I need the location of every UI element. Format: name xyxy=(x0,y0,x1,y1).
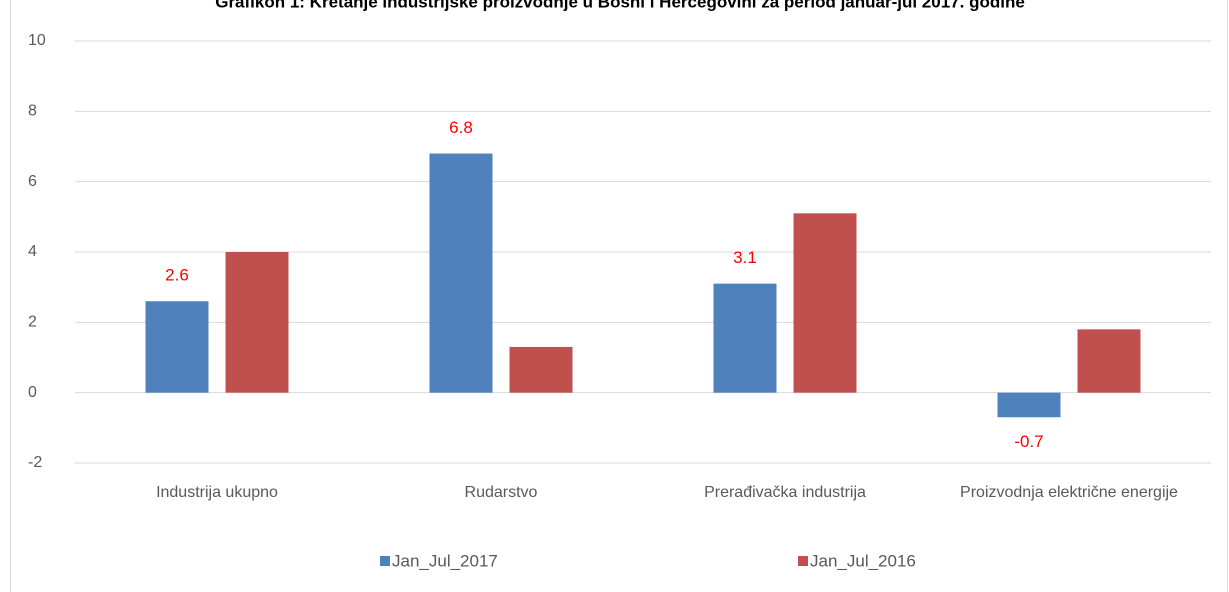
bar xyxy=(793,213,857,393)
data-label: 3.1 xyxy=(733,248,757,267)
y-tick-label: 8 xyxy=(28,103,37,120)
chart-frame xyxy=(10,0,1228,592)
y-tick-label: 0 xyxy=(28,384,37,401)
bar xyxy=(145,301,209,393)
legend-label: Jan_Jul_2016 xyxy=(810,551,916,570)
y-tick-label: 4 xyxy=(28,243,37,260)
y-tick-label: 10 xyxy=(28,32,46,49)
bar xyxy=(713,283,777,393)
data-label: 6.8 xyxy=(449,118,473,137)
bar xyxy=(429,153,493,393)
x-tick-label: Prerađivačka industrija xyxy=(704,484,866,501)
data-label: 2.6 xyxy=(165,266,189,285)
y-tick-label: 2 xyxy=(28,314,37,331)
x-tick-label: Industrija ukupno xyxy=(156,484,278,501)
bar xyxy=(509,346,573,393)
bar xyxy=(1077,329,1141,393)
y-tick-label: -2 xyxy=(28,454,42,471)
bar xyxy=(997,392,1061,418)
legend-label: Jan_Jul_2017 xyxy=(392,551,498,570)
legend-swatch xyxy=(380,556,390,566)
x-tick-label: Rudarstvo xyxy=(465,484,538,501)
x-tick-label: Proizvodnja električne energije xyxy=(960,484,1178,501)
legend-swatch xyxy=(798,556,808,566)
chart-title: Grafikon 1: Kretanje industrijske proizv… xyxy=(215,0,1025,11)
y-tick-label: 6 xyxy=(28,173,37,190)
data-label: -0.7 xyxy=(1014,432,1043,451)
bar xyxy=(225,252,289,393)
